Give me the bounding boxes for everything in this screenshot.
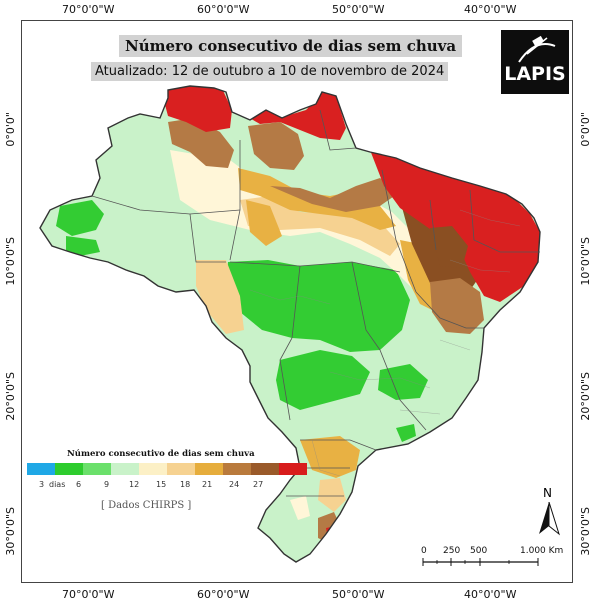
data-source: [ Dados CHIRPS ] [101, 500, 192, 511]
legend-label: 24 [229, 480, 240, 489]
legend-swatch [139, 463, 167, 475]
legend-label: 18 [180, 480, 191, 489]
legend-title: Número consecutivo de dias sem chuva [67, 449, 255, 459]
legend-label: dias [49, 480, 66, 489]
bottom-tick-40w: 40°0'0"W [464, 588, 517, 601]
legend-label: 21 [202, 480, 213, 489]
map-subtitle: Atualizado: 12 de outubro a 10 de novemb… [91, 62, 449, 81]
legend-label: 6 [76, 480, 82, 489]
legend-swatch [251, 463, 279, 475]
scale-label: 500 [470, 546, 488, 556]
legend-swatch [27, 463, 55, 475]
bottom-tick-60w: 60°0'0"W [197, 588, 250, 601]
north-label: N [543, 486, 552, 500]
top-tick-50w: 50°0'0"W [332, 3, 385, 16]
legend-swatch [223, 463, 251, 475]
scale-bar [422, 558, 539, 566]
legend-label: 12 [129, 480, 140, 489]
legend-label: 3 [39, 480, 45, 489]
legend-swatch [111, 463, 139, 475]
legend: Número consecutivo de dias sem chuva 3 d… [27, 449, 307, 495]
scale-label: 250 [443, 546, 461, 556]
north-arrow-icon [539, 502, 560, 536]
top-tick-40w: 40°0'0"W [464, 3, 517, 16]
legend-label: 9 [104, 480, 110, 489]
legend-label: 15 [156, 480, 167, 489]
scale-label: 1.000 Km [520, 546, 564, 556]
satellite-icon [518, 35, 556, 63]
legend-swatch [195, 463, 223, 475]
top-tick-70w: 70°0'0"W [62, 3, 115, 16]
lapis-logo: LAPIS [501, 30, 569, 94]
legend-swatch [167, 463, 195, 475]
legend-swatches [27, 463, 307, 475]
legend-swatch [55, 463, 83, 475]
map-title: Número consecutivo de dias sem chuva [119, 35, 463, 57]
bottom-tick-70w: 70°0'0"W [62, 588, 115, 601]
scale-label: 0 [421, 546, 427, 556]
bottom-tick-50w: 50°0'0"W [332, 588, 385, 601]
logo-text: LAPIS [504, 63, 566, 85]
legend-swatch [279, 463, 307, 475]
top-tick-60w: 60°0'0"W [197, 3, 250, 16]
legend-label: 27 [253, 480, 264, 489]
legend-swatch [83, 463, 111, 475]
